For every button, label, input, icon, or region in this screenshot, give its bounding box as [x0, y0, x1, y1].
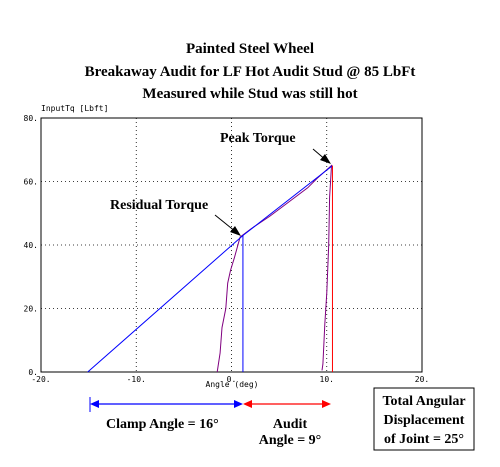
y-tick-label-2: 40.: [24, 241, 38, 250]
plot-frame: [40, 117, 423, 373]
chart-title-line-3: Measured while Stud was still hot: [142, 86, 357, 102]
x-tick-label-4: 20.: [415, 375, 429, 384]
audit-angle-arrow-left: [243, 400, 252, 408]
audit-angle-label-line-1: Audit: [273, 417, 308, 432]
residual-torque-label: Residual Torque: [110, 198, 208, 213]
peak-torque-label: Peak Torque: [220, 131, 296, 146]
y-tick-label-3: 60.: [24, 178, 38, 187]
residual-torque-arrowhead: [230, 226, 241, 236]
markers: [242, 165, 333, 372]
x-axis-label: Angle (deg): [206, 380, 259, 389]
y-axis-label: InputTq [Lbft]: [41, 104, 108, 113]
x-tick-label-3: 10.: [320, 375, 334, 384]
total-displacement-line-1: Total Angular: [382, 394, 465, 409]
tick-labels: -20. -10. 0. 10. 20. 0. 20. 40. 60. 80.: [24, 114, 430, 384]
series-measured-torque-curve: [216, 164, 333, 373]
x-tick-label-2: 0.: [227, 375, 237, 384]
peak-torque-arrowhead: [320, 154, 331, 164]
total-displacement-line-2: Displacement: [384, 413, 465, 428]
chart-title-line-1: Painted Steel Wheel: [186, 41, 314, 57]
total-displacement-line-3: of Joint = 25°: [384, 432, 464, 447]
clamp-angle-label: Clamp Angle = 16°: [106, 417, 219, 432]
total-displacement-box: [373, 387, 475, 451]
x-tick-label-1: -10.: [127, 375, 146, 384]
y-tick-label-4: 80.: [24, 114, 38, 123]
y-tick-label-0: 0.: [28, 368, 38, 377]
audit-angle-label-line-2: Angle = 9°: [259, 433, 322, 448]
series: [87, 164, 333, 373]
chart-title-line-2: Breakaway Audit for LF Hot Audit Stud @ …: [85, 64, 416, 80]
clamp-angle-arrow-right: [234, 400, 243, 408]
x-tick-label-0: -20.: [31, 375, 50, 384]
y-tick-label-1: 20.: [24, 305, 38, 314]
audit-angle-arrow-right: [322, 400, 331, 408]
clamp-angle-arrow-left: [90, 400, 99, 408]
